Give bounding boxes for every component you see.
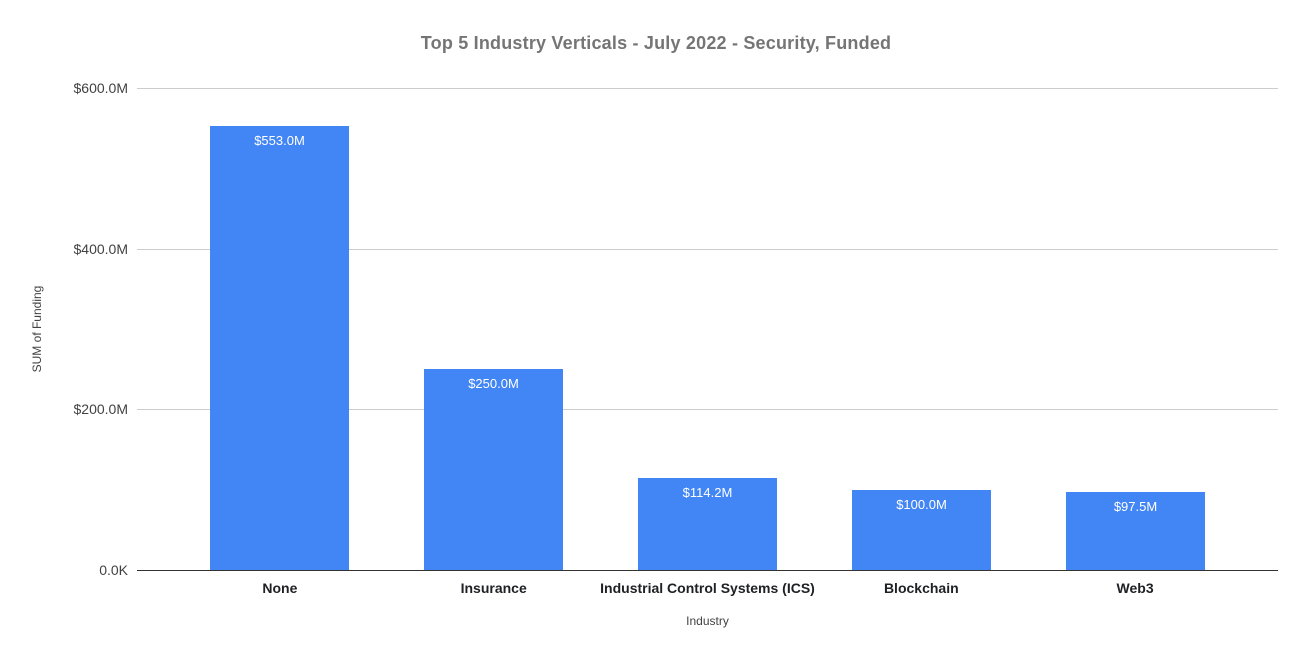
bar-industrial-control-systems-ics[interactable]: $114.2M (638, 478, 777, 570)
x-axis-line (137, 570, 1278, 571)
y-tick-label: 0.0K (99, 562, 128, 578)
bar-none[interactable]: $553.0M (210, 126, 349, 570)
y-tick-label: $200.0M (73, 401, 128, 418)
bar-value-label: $100.0M (896, 497, 947, 512)
bar-blockchain[interactable]: $100.0M (852, 490, 991, 570)
bar-value-label: $97.5M (1113, 499, 1158, 514)
x-category-label: Industrial Control Systems (ICS) (600, 580, 815, 596)
x-category-label: Insurance (460, 580, 527, 596)
gridline (137, 409, 1278, 411)
bar-web3[interactable]: $97.5M (1066, 492, 1205, 570)
plot-area: $600.0M $400.0M $200.0M 0.0K $553.0M None $250… (74, 80, 1278, 596)
x-category-label: None (262, 580, 298, 596)
x-axis-title: Industry (686, 614, 729, 628)
y-axis-title: SUM of Funding (30, 285, 44, 373)
x-category-label: Web3 (1116, 580, 1154, 596)
y-tick-label: $400.0M (73, 240, 128, 257)
x-category-label: Blockchain (883, 580, 959, 596)
chart-title: Top 5 Industry Verticals - July 2022 - S… (420, 33, 892, 53)
gridline (137, 248, 1278, 250)
bar-value-label: $250.0M (468, 376, 519, 391)
bar-insurance[interactable]: $250.0M (424, 369, 563, 570)
y-tick-label: $600.0M (73, 80, 128, 96)
bar-value-label: $553.0M (254, 133, 305, 148)
bar-value-label: $114.2M (682, 485, 733, 500)
gridline (137, 88, 1278, 89)
